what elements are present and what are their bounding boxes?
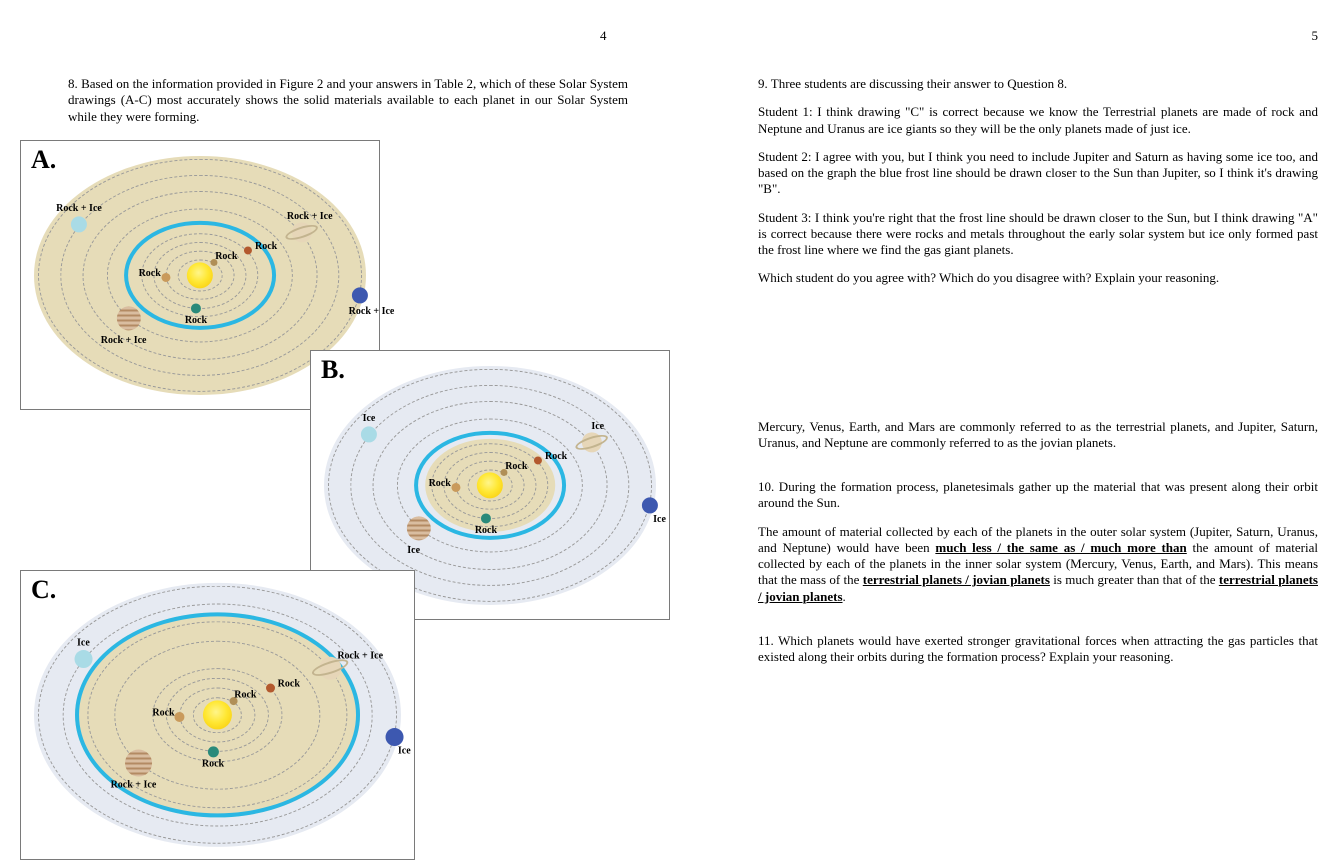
- composition-label: Rock: [152, 708, 174, 719]
- composition-label: Rock + Ice: [337, 651, 383, 662]
- q10-text-d: .: [843, 589, 846, 604]
- left-column: 8. Based on the information provided in …: [68, 76, 628, 137]
- composition-label: Rock: [202, 759, 224, 770]
- diagram-panel-c: C.RockRockRockRockRock + IceRock + IceIc…: [20, 570, 415, 860]
- page-number-left: 4: [600, 28, 607, 44]
- composition-label: Rock + Ice: [287, 211, 333, 222]
- student-1: Student 1: I think drawing "C" is correc…: [758, 104, 1318, 137]
- answer-space-q9: [758, 299, 1318, 419]
- composition-label: Rock: [234, 690, 256, 701]
- composition-label: Ice: [398, 746, 411, 757]
- composition-label: Ice: [591, 421, 604, 432]
- question-11: 11. Which planets would have exerted str…: [758, 633, 1318, 666]
- student-2: Student 2: I agree with you, but I think…: [758, 149, 1318, 198]
- planet-mars: [266, 684, 275, 693]
- composition-label: Ice: [407, 545, 420, 556]
- planet-neptune: [351, 287, 367, 303]
- planet-categories-intro: Mercury, Venus, Earth, and Mars are comm…: [758, 419, 1318, 452]
- solar-system: RockRockRockRockRock + IceRock + IceIceI…: [30, 580, 405, 850]
- right-column: 9. Three students are discussing their a…: [758, 76, 1318, 677]
- composition-label: Rock: [255, 241, 277, 252]
- composition-label: Rock: [278, 679, 300, 690]
- q10-choice-1: much less / the same as / much more than: [935, 540, 1186, 555]
- composition-label: Rock: [139, 268, 161, 279]
- composition-label: Rock: [505, 461, 527, 472]
- composition-label: Rock: [545, 451, 567, 462]
- page-number-right: 5: [1312, 28, 1319, 44]
- question-9-prompt: Which student do you agree with? Which d…: [758, 270, 1318, 286]
- planet-neptune: [385, 728, 403, 746]
- planet-uranus: [74, 650, 92, 668]
- planet-jupiter: [125, 749, 152, 776]
- composition-label: Rock + Ice: [56, 203, 102, 214]
- composition-label: Ice: [77, 638, 90, 649]
- composition-label: Rock + Ice: [349, 306, 395, 317]
- composition-label: Rock + Ice: [101, 335, 147, 346]
- composition-label: Rock: [185, 315, 207, 326]
- composition-label: Rock: [475, 525, 497, 536]
- student-3: Student 3: I think you're right that the…: [758, 210, 1318, 259]
- composition-label: Rock: [215, 251, 237, 262]
- composition-label: Rock + Ice: [111, 779, 157, 790]
- q10-text-c: is much greater than that of the: [1050, 572, 1219, 587]
- question-10-part2: The amount of material collected by each…: [758, 524, 1318, 605]
- planet-neptune: [641, 497, 657, 513]
- q10-choice-2: terrestrial planets / jovian planets: [863, 572, 1050, 587]
- question-9-intro: 9. Three students are discussing their a…: [758, 76, 1318, 92]
- solar-system-diagrams: A.RockRockRockRockRock + IceRock + IceRo…: [20, 140, 680, 860]
- question-8: 8. Based on the information provided in …: [68, 76, 628, 125]
- composition-label: Ice: [363, 413, 376, 424]
- composition-label: Rock: [429, 478, 451, 489]
- question-10-part1: 10. During the formation process, planet…: [758, 479, 1318, 512]
- composition-label: Ice: [653, 514, 666, 525]
